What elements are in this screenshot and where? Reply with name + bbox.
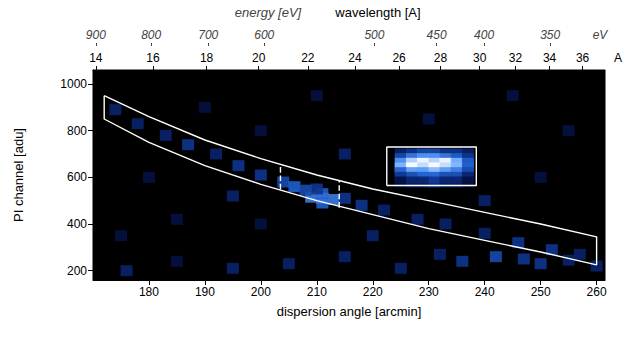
svg-text:450: 450 bbox=[427, 28, 447, 42]
svg-text:800: 800 bbox=[67, 124, 87, 138]
svg-text:350: 350 bbox=[540, 28, 560, 42]
svg-text:800: 800 bbox=[141, 28, 161, 42]
svg-text:dispersion angle [arcmin]: dispersion angle [arcmin] bbox=[277, 304, 422, 319]
svg-text:22: 22 bbox=[301, 51, 315, 65]
svg-text:14: 14 bbox=[89, 51, 103, 65]
svg-text:400: 400 bbox=[474, 28, 494, 42]
svg-text:energy [eV]: energy [eV] bbox=[235, 5, 302, 20]
svg-text:180: 180 bbox=[139, 285, 159, 299]
svg-text:A: A bbox=[614, 51, 622, 65]
svg-text:1000: 1000 bbox=[60, 77, 87, 91]
svg-text:600: 600 bbox=[254, 28, 274, 42]
svg-text:230: 230 bbox=[419, 285, 439, 299]
svg-text:eV: eV bbox=[593, 28, 609, 42]
svg-text:28: 28 bbox=[434, 51, 448, 65]
svg-text:20: 20 bbox=[252, 51, 266, 65]
svg-text:500: 500 bbox=[364, 28, 384, 42]
svg-text:190: 190 bbox=[195, 285, 215, 299]
svg-text:32: 32 bbox=[509, 51, 523, 65]
svg-text:PI channel [adu]: PI channel [adu] bbox=[11, 128, 26, 222]
svg-text:200: 200 bbox=[67, 264, 87, 278]
svg-text:260: 260 bbox=[587, 285, 607, 299]
svg-text:26: 26 bbox=[392, 51, 406, 65]
svg-text:34: 34 bbox=[543, 51, 557, 65]
svg-text:24: 24 bbox=[348, 51, 362, 65]
svg-text:wavelength [A]: wavelength [A] bbox=[334, 5, 420, 20]
svg-text:220: 220 bbox=[363, 285, 383, 299]
svg-text:210: 210 bbox=[307, 285, 327, 299]
svg-text:250: 250 bbox=[531, 285, 551, 299]
svg-text:700: 700 bbox=[198, 28, 218, 42]
svg-text:18: 18 bbox=[200, 51, 214, 65]
svg-text:240: 240 bbox=[475, 285, 495, 299]
svg-text:600: 600 bbox=[67, 170, 87, 184]
svg-text:400: 400 bbox=[67, 217, 87, 231]
svg-text:36: 36 bbox=[576, 51, 590, 65]
svg-text:200: 200 bbox=[251, 285, 271, 299]
svg-text:900: 900 bbox=[86, 28, 106, 42]
svg-text:16: 16 bbox=[146, 51, 160, 65]
svg-text:30: 30 bbox=[473, 51, 487, 65]
